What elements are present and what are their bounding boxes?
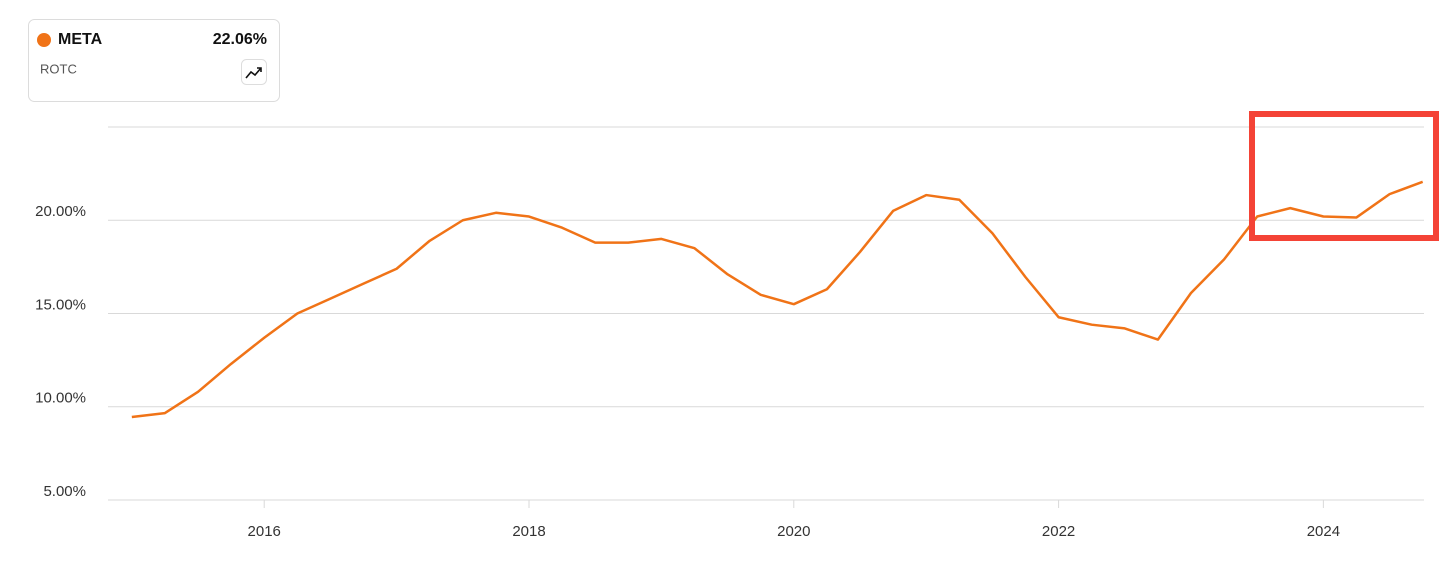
legend-marker: [37, 33, 51, 47]
x-tick-label: 2022: [1042, 523, 1075, 540]
trend-icon[interactable]: [245, 67, 262, 79]
x-tick-label: 2020: [777, 523, 810, 540]
highlight-box: [1249, 111, 1439, 241]
legend-label: META: [58, 31, 103, 48]
x-tick-label: 2016: [248, 523, 281, 540]
y-tick-label: 15.00%: [35, 296, 86, 313]
legend-card: META 22.06% ROTC: [28, 19, 280, 102]
card-frame: [28, 19, 280, 102]
x-tick-label: 2018: [512, 523, 545, 540]
plot-area: 5.00% 10.00% 15.00% 20.00% 2016 2018 2020 2022 2…: [35, 126, 1424, 540]
y-tick-label: 5.00%: [43, 483, 86, 500]
x-tick-label: 2024: [1307, 523, 1340, 540]
latest-value: 22.06%: [213, 31, 267, 48]
line-series: [131, 180, 1424, 419]
metric-label: ROTC: [40, 61, 77, 76]
y-tick-label: 10.00%: [35, 390, 86, 407]
y-tick-label: 20.00%: [35, 203, 86, 220]
chart-type-button[interactable]: [241, 59, 267, 85]
